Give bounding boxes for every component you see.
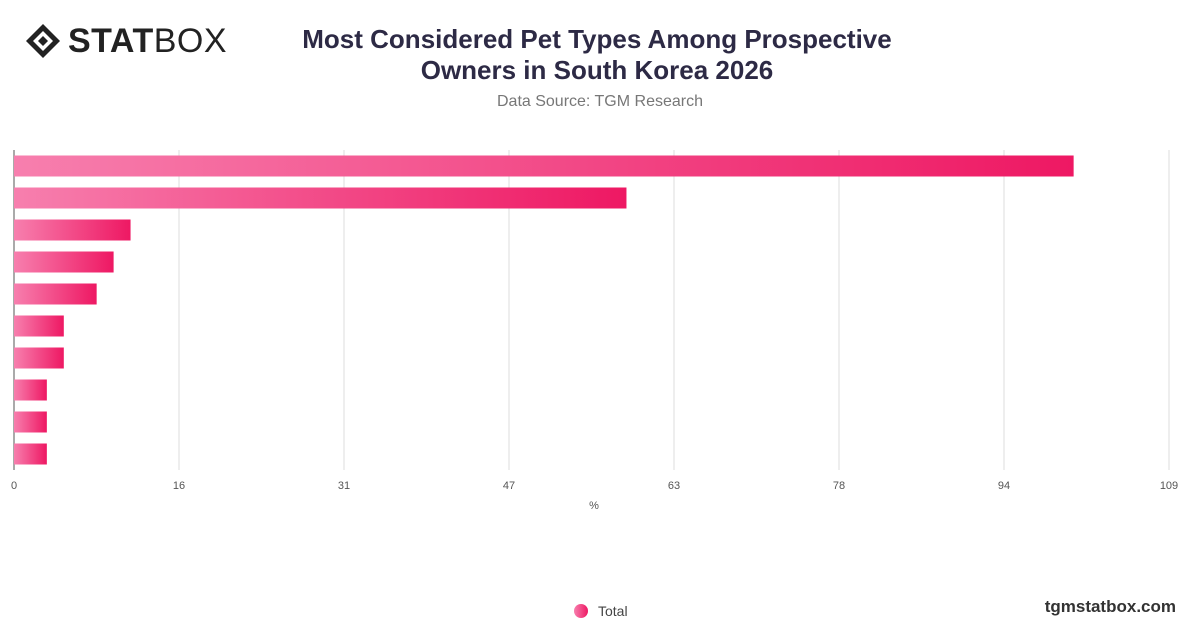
bar[interactable] [14, 155, 1074, 177]
watermark: tgmstatbox.com [1044, 597, 1176, 616]
x-axis-label: % [589, 500, 599, 512]
bar[interactable] [14, 187, 627, 209]
bar[interactable] [14, 219, 131, 241]
bar[interactable] [14, 283, 97, 305]
x-tick-labels: 0 16 31 47 63 78 94 109 [11, 480, 1178, 492]
x-tick-label: 78 [833, 480, 845, 492]
logo-text-light: BOX [153, 22, 228, 60]
chart-title: Most Considered Pet Types Among Prospect… [302, 24, 892, 85]
legend-label: Total [598, 603, 628, 619]
logo-text-bold: STAT [68, 22, 154, 60]
bar[interactable] [14, 347, 64, 369]
bar[interactable] [14, 443, 47, 465]
x-tick-label: 63 [668, 480, 680, 492]
chart-subtitle: Data Source: TGM Research [496, 93, 703, 110]
x-tick-label: 109 [1160, 480, 1178, 492]
bar[interactable] [14, 251, 114, 273]
bar[interactable] [14, 411, 47, 433]
x-tick-label: 94 [998, 480, 1010, 492]
bars [14, 155, 1074, 465]
x-tick-label: 16 [173, 480, 185, 492]
logo-text: STATBOX [68, 22, 227, 60]
bar[interactable] [14, 315, 64, 337]
statbox-diamond-icon [26, 24, 60, 58]
x-tick-label: 0 [11, 480, 17, 492]
legend-swatch [574, 604, 588, 618]
x-tick-label: 31 [338, 480, 350, 492]
statbox-logo: STATBOX [24, 22, 227, 60]
legend[interactable]: Total [574, 601, 628, 621]
x-tick-label: 47 [503, 480, 515, 492]
bar[interactable] [14, 379, 47, 401]
